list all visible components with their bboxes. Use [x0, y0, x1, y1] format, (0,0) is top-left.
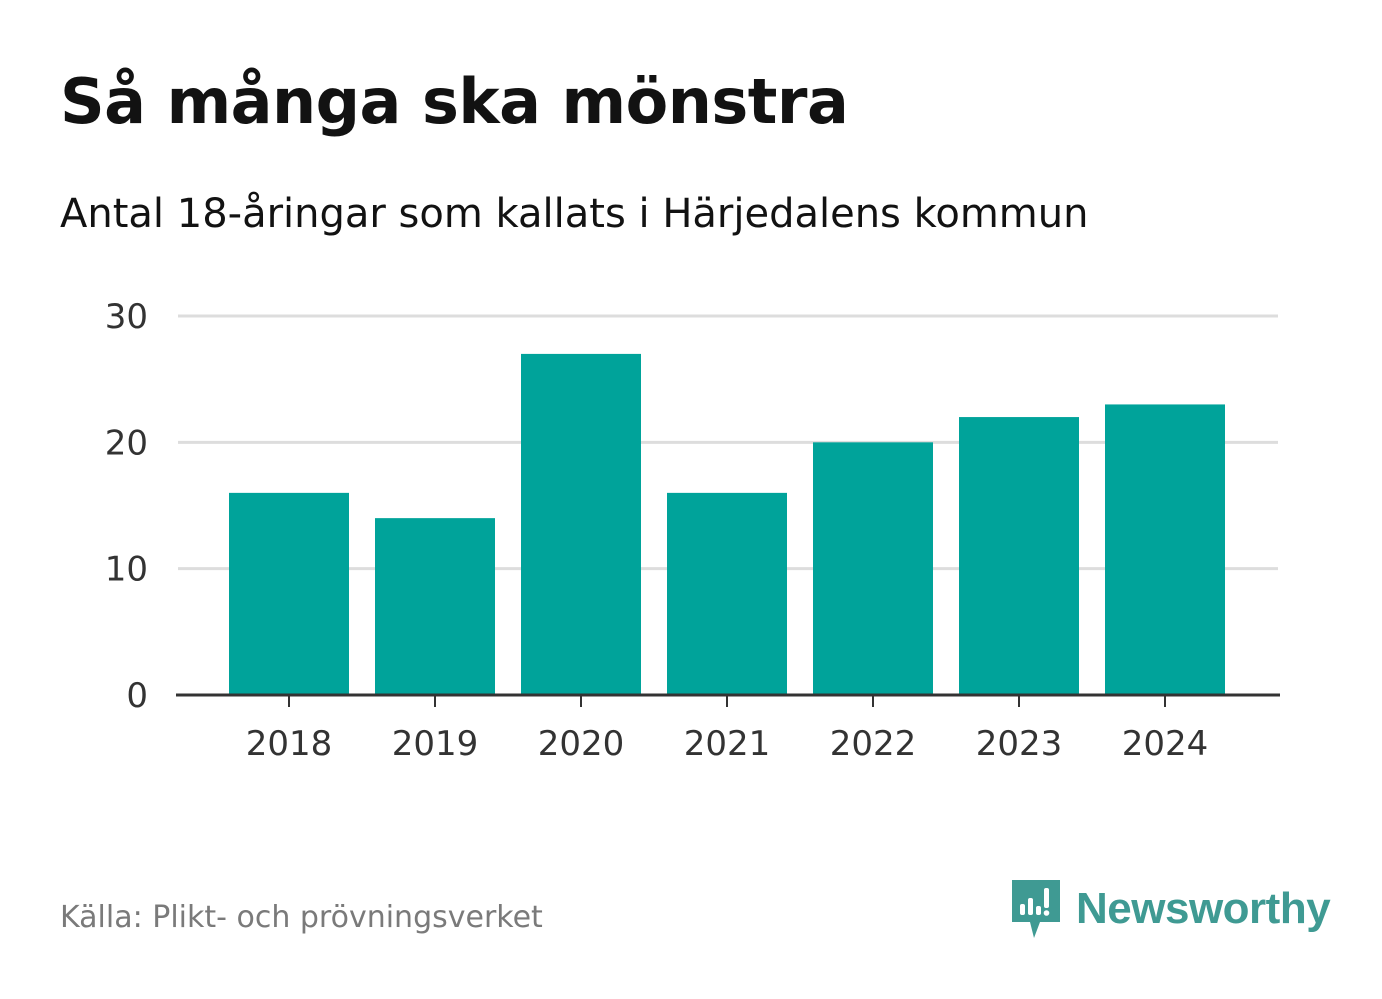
- x-tick-label: 2024: [1122, 724, 1209, 764]
- axes: [176, 693, 1280, 707]
- brand-logo: Newsworthy: [1010, 878, 1331, 940]
- y-tick-label: 30: [105, 297, 148, 337]
- y-tick-label: 10: [105, 550, 148, 590]
- chart-subtitle: Antal 18-åringar som kallats i Härjedale…: [60, 191, 1089, 237]
- source-note: Källa: Plikt- och prövningsverket: [60, 900, 543, 935]
- x-tick-label: 2021: [684, 724, 771, 764]
- tick-labels: 0 10 20 30 2018 2019 2020 2021 2022 2023 2024: [105, 297, 1209, 764]
- x-tick-label: 2018: [246, 724, 333, 764]
- bar-2018: [229, 492, 349, 695]
- x-tick-label: 2020: [538, 724, 625, 764]
- bar-chart: 0 10 20 30 2018 2019 2020 2021 2022 2023 2024: [105, 297, 1280, 764]
- chart-title: Så många ska mönstra: [60, 65, 849, 138]
- bar-2023: [959, 417, 1079, 695]
- brand-name: Newsworthy: [1076, 884, 1331, 933]
- x-tick-label: 2023: [976, 724, 1063, 764]
- bar-2024: [1105, 404, 1225, 695]
- bar-2020: [521, 353, 641, 695]
- x-tick-label: 2022: [830, 724, 917, 764]
- bars: [229, 353, 1225, 695]
- bar-2021: [667, 492, 787, 695]
- bar-2019: [375, 518, 495, 695]
- bar-2022: [813, 442, 933, 695]
- newsworthy-logo-icon: [1012, 880, 1060, 938]
- y-tick-label: 20: [105, 423, 148, 463]
- y-tick-label: 0: [126, 676, 148, 716]
- x-tick-label: 2019: [392, 724, 479, 764]
